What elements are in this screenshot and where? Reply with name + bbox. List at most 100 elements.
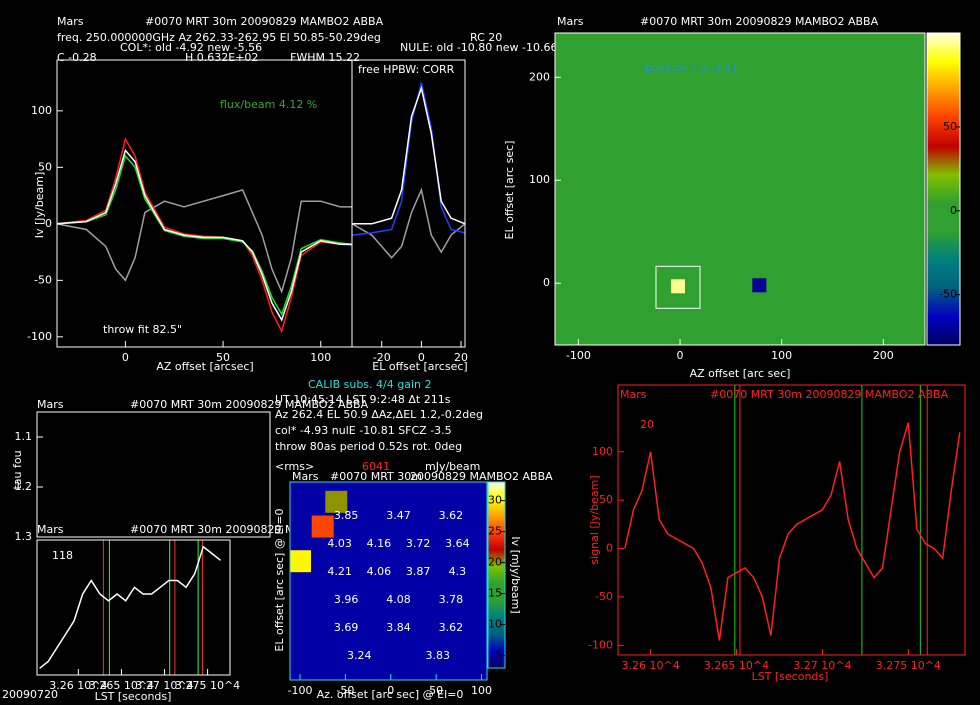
plot-area bbox=[555, 33, 925, 345]
plot-area bbox=[290, 482, 487, 680]
header-text: 20090829 MAMBO2 ABBA bbox=[410, 470, 553, 483]
header-text: #0070 MRT 30m 20090829 MAMBO2 ABBA bbox=[640, 15, 879, 28]
header-text: H 0.632E+02 bbox=[185, 51, 258, 64]
x-tick-label: 3.275 10^4 bbox=[876, 659, 941, 672]
header-text: Mars bbox=[37, 398, 64, 411]
colorbar bbox=[487, 481, 506, 669]
header-text: RC 20 bbox=[470, 31, 502, 44]
x-tick-label: -100 bbox=[566, 349, 591, 362]
map-background bbox=[290, 482, 487, 680]
y-tick-label: -50 bbox=[595, 590, 613, 603]
y-tick-label: 100 bbox=[592, 445, 613, 458]
x-axis-label: LST [seconds] bbox=[95, 690, 172, 703]
header-text: #0070 MRT 30m bbox=[330, 470, 422, 483]
x-axis-label: AZ offset [arcsec] bbox=[156, 360, 253, 373]
header-text: mJy/beam bbox=[425, 460, 480, 473]
colorbar bbox=[926, 32, 961, 346]
header-text: #0070 MRT 30m 20090829 MAMBO2 ABBA bbox=[710, 388, 949, 401]
y-axis-label: tau fou bbox=[11, 450, 24, 489]
header-text: #0070 MRT 30m 20090829 MAMBO2 ABBA bbox=[130, 398, 369, 411]
contour-label: 3.62 bbox=[439, 621, 464, 634]
annotation: flux/beam 4.12 % bbox=[220, 98, 317, 111]
y-axis-label: EL offset [arc sec] @ El=0 bbox=[273, 508, 286, 651]
map-background bbox=[555, 33, 925, 345]
x-tick-label: 0 bbox=[387, 684, 394, 697]
axis-frame bbox=[289, 481, 488, 681]
x-axis-label: EL offset [arcsec] bbox=[372, 360, 467, 373]
series-line bbox=[39, 545, 221, 669]
contour-label: 3.87 bbox=[406, 565, 431, 578]
x-axis-label: LST [seconds] bbox=[752, 670, 829, 683]
x-tick-label: -20 bbox=[373, 351, 391, 364]
contour-label: 3.24 bbox=[347, 649, 372, 662]
contour-label: 3.96 bbox=[334, 593, 359, 606]
contour-label: 3.72 bbox=[406, 537, 431, 550]
plot-area bbox=[352, 82, 465, 259]
series-line bbox=[57, 148, 352, 322]
series-line bbox=[624, 422, 961, 641]
annotation: 118 bbox=[52, 549, 73, 562]
colorbar-tick-label: 50 bbox=[943, 120, 957, 133]
axis-frame bbox=[554, 32, 926, 346]
y-tick-label: 0 bbox=[45, 217, 52, 230]
source bbox=[670, 279, 685, 294]
contour-label: 3.84 bbox=[386, 621, 411, 634]
annotation: position (-2,-3.1) bbox=[645, 61, 737, 74]
y-tick-label: 0 bbox=[606, 542, 613, 555]
y-tick-label: 1.2 bbox=[15, 480, 33, 493]
header-text: Mars bbox=[57, 15, 84, 28]
series-line bbox=[57, 154, 352, 316]
header-text: Mars bbox=[557, 15, 584, 28]
contour-label: 4.16 bbox=[367, 537, 392, 550]
header-text: throw 80as period 0.52s rot. 0deg bbox=[275, 440, 462, 453]
source bbox=[325, 490, 348, 513]
header-text: Mars bbox=[292, 470, 319, 483]
y-tick-label: 200 bbox=[529, 70, 550, 83]
colorbar-tick-label: 10 bbox=[488, 618, 502, 631]
series-line bbox=[352, 85, 465, 225]
colorbar-tick-label: 0 bbox=[950, 204, 957, 217]
header-text: 20090720 bbox=[2, 688, 58, 701]
y-tick-label: -100 bbox=[27, 330, 52, 343]
colorbar-label: Iv [mJy/beam] bbox=[509, 536, 522, 613]
contour-label: 3.47 bbox=[386, 509, 411, 522]
colorbar-tick-label: 30 bbox=[488, 494, 502, 507]
header-text: CALIB subs. 4/4 gain 2 bbox=[308, 378, 431, 391]
x-tick-label: 50 bbox=[429, 684, 443, 697]
header-text: 6041 bbox=[362, 460, 390, 473]
colorbar-tick-label: -50 bbox=[939, 288, 957, 301]
header-text: UT 10:45:14 LST 9:2:48 Δt 211s bbox=[275, 393, 451, 406]
contour-label: 3.78 bbox=[439, 593, 464, 606]
x-tick-label: 3.26 10^4 bbox=[622, 659, 680, 672]
x-tick-label: 100 bbox=[471, 684, 492, 697]
x-tick-label: 3.265 10^4 bbox=[704, 659, 769, 672]
header-text: FWHM 15.22 bbox=[290, 51, 360, 64]
source bbox=[290, 550, 311, 573]
x-tick-label: 50 bbox=[216, 351, 230, 364]
header-text: freq. 250.000000GHz Az 262.33-262.95 El … bbox=[57, 31, 381, 44]
x-tick-label: 200 bbox=[873, 349, 894, 362]
y-tick-label: 100 bbox=[31, 104, 52, 117]
x-tick-label: 3.275 10^4 bbox=[175, 679, 240, 692]
x-axis-label: Az. offset [arc sec] @ El=0 bbox=[317, 688, 464, 701]
x-tick-label: 100 bbox=[771, 349, 792, 362]
x-tick-label: 3.27 10^4 bbox=[793, 659, 851, 672]
axis-frame bbox=[36, 411, 271, 538]
header-text: #0070 MRT 30m 20090829 MAMBO2 ABBA bbox=[145, 15, 384, 28]
x-tick-label: 3.265 10^4 bbox=[89, 679, 154, 692]
contour-label: 4.06 bbox=[367, 565, 392, 578]
x-tick-label: 3.26 10^4 bbox=[49, 679, 107, 692]
contour-label: 4.03 bbox=[327, 537, 352, 550]
contour-label: 4.08 bbox=[386, 593, 411, 606]
x-tick-label: 0 bbox=[418, 351, 425, 364]
y-tick-label: 100 bbox=[529, 173, 550, 186]
x-tick-label: 0 bbox=[122, 351, 129, 364]
plot-area bbox=[39, 540, 221, 675]
series-line bbox=[57, 188, 352, 294]
contour-label: 3.85 bbox=[334, 509, 359, 522]
header-text: Mars bbox=[620, 388, 647, 401]
contour-label: 3.69 bbox=[334, 621, 359, 634]
x-tick-label: 20 bbox=[454, 351, 468, 364]
source bbox=[311, 515, 334, 538]
